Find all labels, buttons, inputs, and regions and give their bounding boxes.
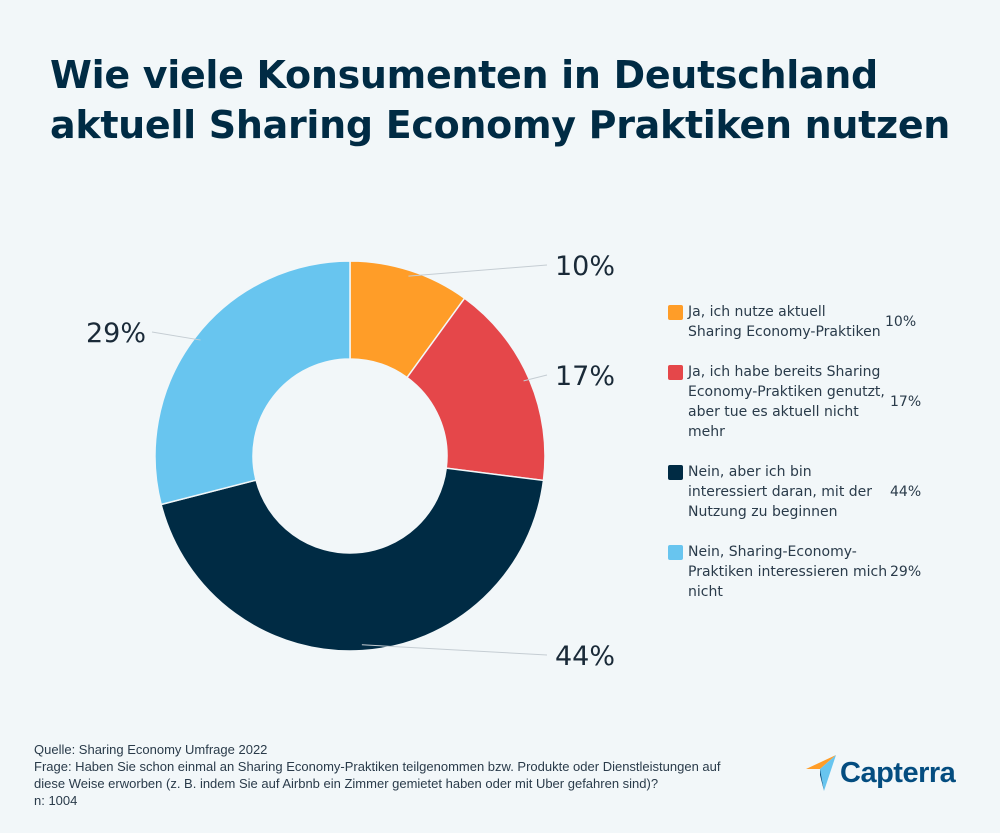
- leader-line: [151, 331, 201, 341]
- leader-line: [523, 374, 548, 382]
- legend-value: 10%: [885, 314, 917, 330]
- source-note: Quelle: Sharing Economy Umfrage 2022: [34, 742, 268, 757]
- capterra-arrow-icon: [806, 755, 836, 791]
- legend-label: Nein, aber ich bin interessiert daran, m…: [688, 464, 873, 520]
- legend-item: Nein, Sharing-Economy-Praktiken interess…: [668, 542, 968, 602]
- data-label: 44%: [555, 641, 615, 672]
- chart-title: Wie viele Konsumenten in Deutschland akt…: [50, 53, 951, 147]
- donut-slice: [405, 297, 546, 482]
- capterra-logo: Capterra: [806, 755, 956, 791]
- legend-item: Nein, aber ich bin interessiert daran, m…: [668, 462, 968, 522]
- legend-item: Ja, ich habe bereits Sharing Economy-Pra…: [668, 362, 968, 442]
- donut-slice: [154, 260, 351, 506]
- legend-swatch: [668, 545, 683, 560]
- question-note: Frage: Haben Sie schon einmal an Sharing…: [34, 759, 721, 791]
- legend-value: 29%: [890, 564, 922, 580]
- leader-line: [408, 264, 548, 277]
- legend-label: Ja, ich nutze aktuell Sharing Economy-Pr…: [688, 304, 881, 340]
- leader-line: [361, 644, 548, 656]
- legend-label: Ja, ich habe bereits Sharing Economy-Pra…: [688, 364, 885, 440]
- legend-swatch: [668, 305, 683, 320]
- legend-value: 17%: [890, 394, 922, 410]
- sample-size: n: 1004: [34, 793, 78, 808]
- data-label: 29%: [86, 318, 146, 349]
- donut-slice: [160, 467, 545, 652]
- legend-value: 44%: [890, 484, 922, 500]
- legend-label: Nein, Sharing-Economy-Praktiken interess…: [688, 544, 888, 600]
- legend-swatch: [668, 365, 683, 380]
- footer: Quelle: Sharing Economy Umfrage 2022 Fra…: [34, 741, 754, 809]
- data-label: 10%: [555, 251, 615, 282]
- data-label: 17%: [555, 361, 615, 392]
- legend-item: Ja, ich nutze aktuell Sharing Economy-Pr…: [668, 302, 968, 342]
- legend-swatch: [668, 465, 683, 480]
- logo-text: Capterra: [840, 756, 956, 789]
- legend: Ja, ich nutze aktuell Sharing Economy-Pr…: [668, 302, 968, 622]
